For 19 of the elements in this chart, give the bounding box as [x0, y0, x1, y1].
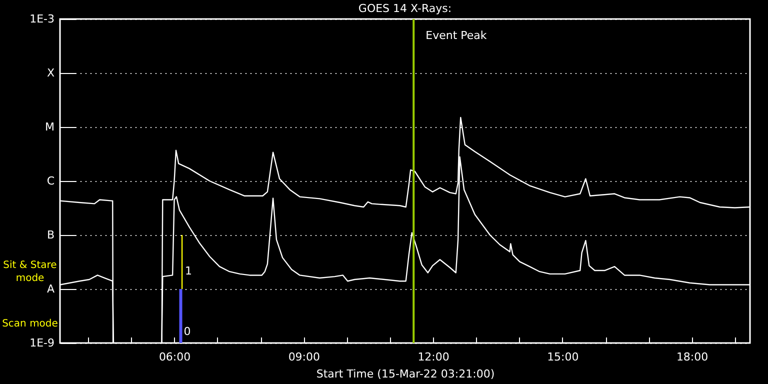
x-tick-label: 06:00 [158, 350, 191, 364]
y-tick-label: 1E-9 [30, 336, 54, 350]
y-tick-label: B [46, 228, 54, 242]
ref-line-label: Event Peak [426, 29, 488, 42]
x-tick-label: 12:00 [418, 350, 450, 364]
y-tick-label: A [46, 282, 55, 296]
x-tick-label: 18:00 [676, 350, 708, 364]
y-tick-label: X [46, 66, 55, 80]
chart-title: GOES 14 X-Rays: [358, 2, 452, 15]
x-tick-label: 09:00 [288, 350, 320, 364]
y-tick-label: M [45, 120, 54, 134]
text: Scan mode [2, 318, 58, 330]
x-tick-label: 15:00 [547, 350, 579, 364]
annotation: 1 [185, 264, 192, 278]
x-axis-title: Start Time (15-Mar-22 03:21:00) [316, 368, 495, 380]
y-tick-label: C [46, 174, 55, 188]
annotation: 0 [184, 324, 191, 338]
y-tick-label: 1E-3 [30, 12, 54, 26]
text: Sit & Stare mode [3, 260, 57, 284]
